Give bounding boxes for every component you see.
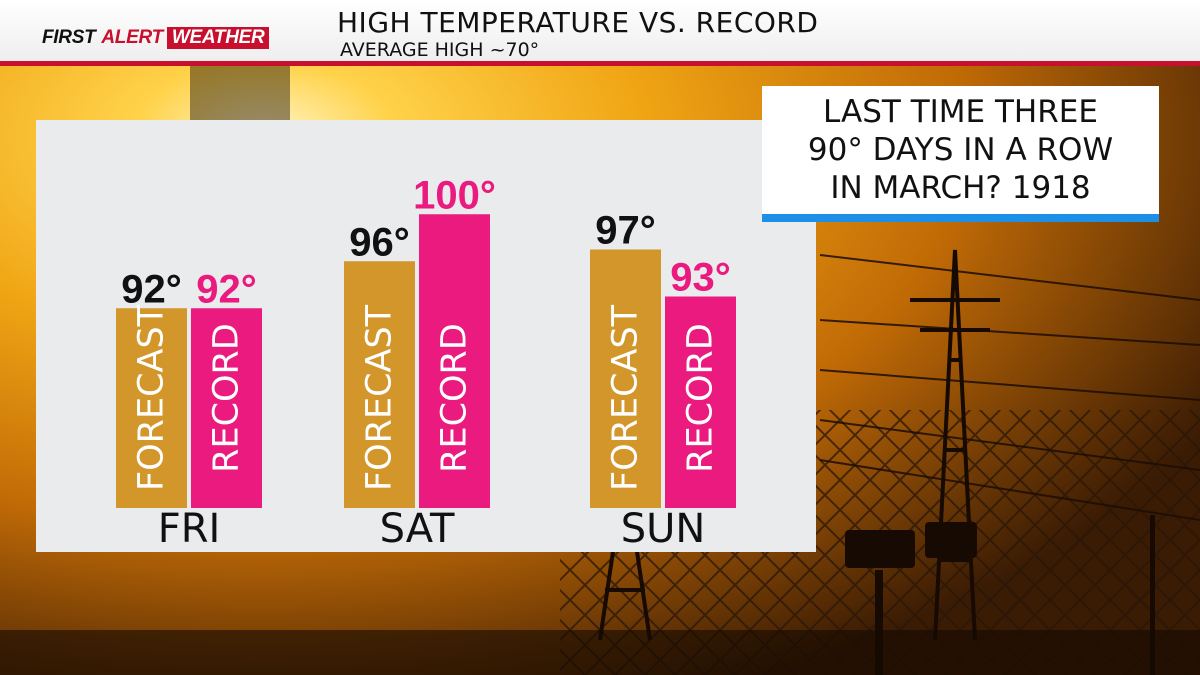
data-label-forecast-sat: 96° <box>349 220 410 264</box>
bar-series-label: RECORD <box>207 323 247 473</box>
bar-forecast-sat <box>344 261 415 508</box>
bar-forecast-fri <box>116 308 187 508</box>
data-label-forecast-sun: 97° <box>595 209 656 253</box>
category-label-fri: FRI <box>158 506 221 552</box>
chart-panel: FORECAST 92° RECORD 92° FRI FORECAST 96° RECORD… <box>36 120 816 552</box>
bar-record-sun <box>665 296 736 508</box>
callout-line-2: 90° DAYS IN A ROW <box>807 132 1114 168</box>
bar-series-label: RECORD <box>435 323 475 473</box>
data-label-record-fri: 92° <box>196 267 257 311</box>
bar-record-fri <box>191 308 262 508</box>
data-label-record-sun: 93° <box>670 256 731 300</box>
bar-series-label: FORECAST <box>360 304 400 491</box>
temperature-bar-chart: FORECAST92°RECORD92°FRIFORECAST96°RECORD… <box>116 173 736 552</box>
bar-record-sat <box>419 214 490 508</box>
bar-series-label: RECORD <box>681 323 721 473</box>
logo-first: FIRST <box>42 27 96 48</box>
logo-weather: WEATHER <box>166 27 270 49</box>
station-logo: FIRST ALERT WEATHER <box>42 27 270 49</box>
category-label-sat: SAT <box>380 506 455 552</box>
data-label-record-sat: 100° <box>413 173 496 217</box>
category-label-sun: SUN <box>621 506 706 552</box>
bar-series-label: FORECAST <box>132 304 172 491</box>
logo-alert: ALERT <box>101 27 163 48</box>
callout-line-1: LAST TIME THREE <box>823 94 1098 130</box>
header-bar: FIRST ALERT WEATHER HIGH TEMPERATURE VS.… <box>0 0 1200 66</box>
record-streak-callout: LAST TIME THREE 90° DAYS IN A ROW IN MAR… <box>762 86 1159 222</box>
page-subtitle: AVERAGE HIGH ~70° <box>340 39 540 61</box>
data-label-forecast-fri: 92° <box>121 267 182 311</box>
page-title: HIGH TEMPERATURE VS. RECORD <box>337 6 819 39</box>
callout-line-3: IN MARCH? 1918 <box>830 170 1091 206</box>
bar-series-label: FORECAST <box>606 304 646 491</box>
bar-forecast-sun <box>590 249 661 508</box>
